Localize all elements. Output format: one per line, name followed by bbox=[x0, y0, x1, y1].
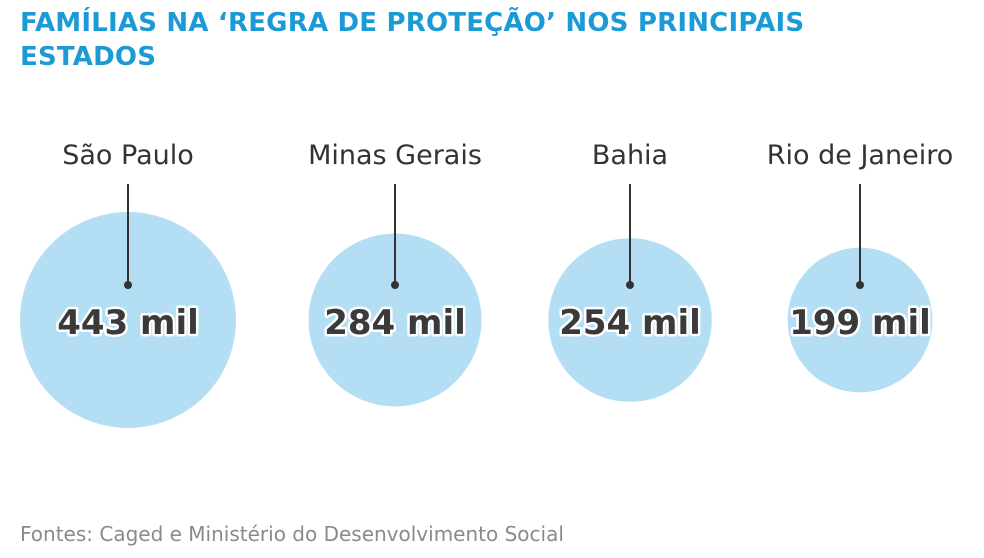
state-label: Minas Gerais bbox=[308, 140, 482, 171]
chart-title: FAMÍLIAS NA ‘REGRA DE PROTEÇÃO’ NOS PRIN… bbox=[20, 8, 805, 72]
state-label: Bahia bbox=[592, 140, 668, 171]
value-label: 254 mil bbox=[559, 303, 701, 343]
leader-dot bbox=[626, 281, 634, 289]
bubble bbox=[787, 247, 933, 393]
state-label: Rio de Janeiro bbox=[767, 140, 953, 171]
bubble-group: Bahia 254 mil bbox=[548, 140, 712, 402]
bubble-group: Minas Gerais 284 mil bbox=[308, 140, 482, 407]
bubble-group: Rio de Janeiro 199 mil bbox=[767, 140, 953, 393]
leader-dot bbox=[391, 281, 399, 289]
source-note: Fontes: Caged e Ministério do Desenvolvi… bbox=[20, 522, 564, 546]
value-label: 284 mil bbox=[324, 303, 466, 343]
value-label: 443 mil bbox=[57, 303, 199, 343]
bubble bbox=[548, 238, 712, 402]
bubble bbox=[20, 212, 236, 428]
bubble bbox=[308, 233, 482, 407]
value-label: 199 mil bbox=[789, 303, 931, 343]
leader-dot bbox=[124, 281, 132, 289]
state-label: São Paulo bbox=[62, 140, 194, 171]
leader-dot bbox=[856, 281, 864, 289]
bubble-group: São Paulo 443 mil bbox=[20, 140, 236, 428]
